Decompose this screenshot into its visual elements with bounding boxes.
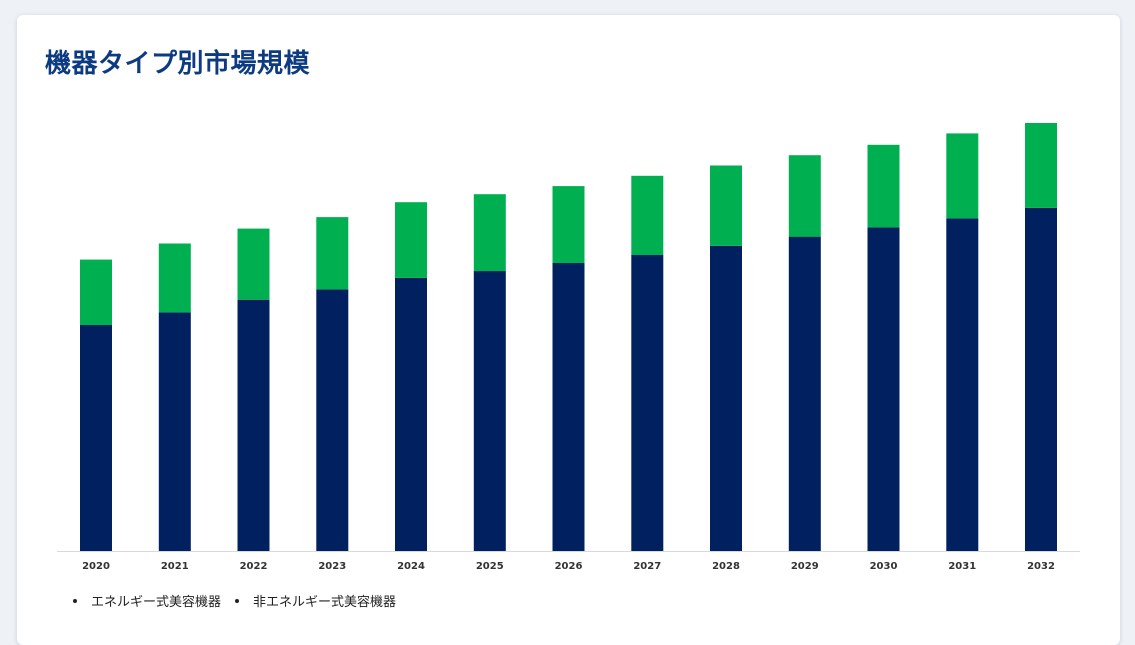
bar-non-energy-2023 (316, 217, 349, 290)
bar-energy-2022 (237, 299, 270, 551)
chart-legend: エネルギー式美容機器 非エネルギー式美容機器 (73, 591, 410, 610)
bar-energy-2030 (867, 227, 900, 551)
x-tick-label: 2032 (1027, 561, 1055, 572)
bar-non-energy-2028 (710, 165, 742, 246)
bar-energy-2025 (473, 271, 506, 551)
bar-non-energy-2029 (788, 155, 821, 237)
x-tick-label: 2028 (712, 561, 740, 572)
bar-energy-2021 (158, 312, 191, 551)
bar-non-energy-2022 (237, 228, 270, 300)
bar-non-energy-2027 (631, 175, 664, 255)
x-tick-label: 2024 (397, 561, 425, 572)
bar-energy-2020 (80, 325, 112, 551)
legend-label-energy: エネルギー式美容機器 (91, 595, 222, 610)
x-tick-label: 2025 (476, 561, 504, 572)
x-tick-label: 2030 (870, 561, 898, 572)
legend-label-non-energy: 非エネルギー式美容機器 (253, 595, 397, 610)
bar-energy-2026 (552, 263, 585, 551)
x-tick-label: 2029 (791, 561, 819, 572)
legend-bullet-icon (235, 598, 240, 603)
bar-non-energy-2024 (395, 202, 427, 278)
stacked-bar-chart: 2020 2021 2022 2023 2024 2025 2026 2027 2028 2029… (57, 123, 1080, 572)
x-tick-label: 2026 (555, 561, 583, 572)
legend-item-energy: エネルギー式美容機器 (73, 591, 221, 610)
x-tick-label: 2021 (161, 561, 189, 572)
legend-bullet-icon (73, 598, 77, 603)
bar-non-energy-2026 (552, 186, 585, 263)
bar-non-energy-2030 (867, 144, 900, 228)
x-tick-label: 2020 (82, 561, 110, 572)
chart-title: 機器タイプ別市場規模 (45, 49, 311, 79)
bar-non-energy-2025 (473, 194, 506, 272)
x-tick-label: 2022 (240, 561, 268, 572)
bar-energy-2032 (1025, 207, 1057, 551)
x-tick-label: 2023 (318, 561, 346, 572)
bar-non-energy-2021 (158, 243, 191, 313)
bar-non-energy-2020 (80, 259, 112, 325)
bar-non-energy-2031 (946, 133, 979, 219)
legend-item-non-energy: 非エネルギー式美容機器 (235, 591, 396, 610)
chart-card: 機器タイプ別市場規模 2020 2021 2022 2023 2024 2025 2026 2… (17, 15, 1120, 645)
bar-energy-2027 (631, 255, 664, 551)
x-tick-label: 2027 (633, 561, 661, 572)
bar-energy-2024 (395, 277, 427, 551)
x-tick-label: 2031 (948, 561, 976, 572)
bar-energy-2029 (788, 236, 821, 551)
bar-non-energy-2032 (1025, 123, 1057, 208)
bar-energy-2028 (710, 245, 742, 552)
bar-energy-2023 (316, 289, 349, 551)
bar-energy-2031 (946, 218, 979, 552)
